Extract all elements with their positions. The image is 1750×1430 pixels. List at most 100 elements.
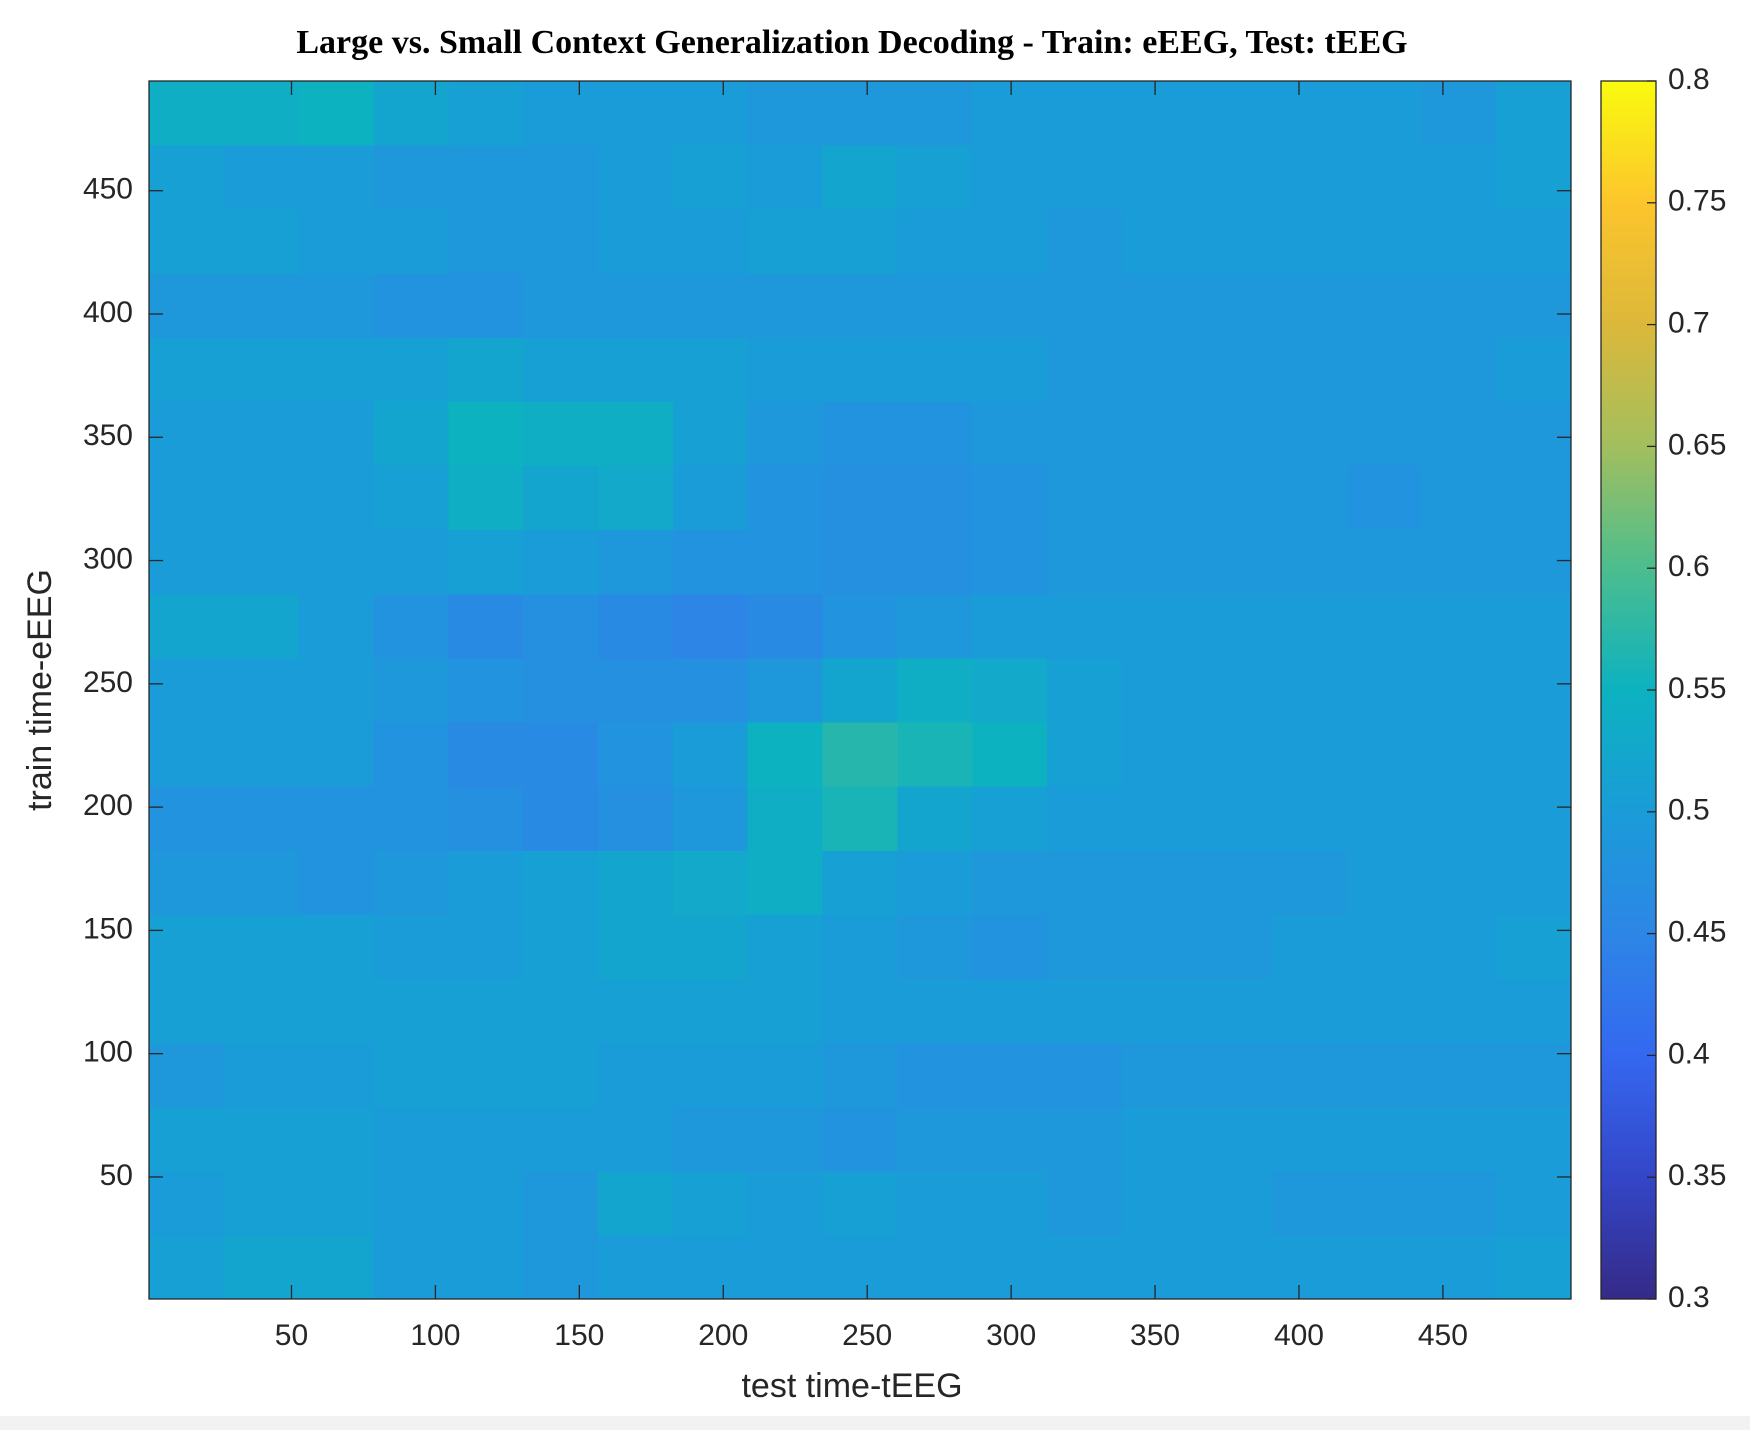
heatmap-cell — [598, 209, 674, 274]
heatmap-cell — [523, 401, 599, 467]
heatmap-cell — [1346, 1106, 1422, 1172]
heatmap-cell — [1121, 914, 1198, 979]
heatmap-cell — [1346, 401, 1422, 467]
heatmap-cell — [598, 914, 674, 979]
heatmap-cell — [897, 145, 973, 210]
heatmap-cell — [1496, 81, 1572, 146]
heatmap-cell — [223, 81, 300, 146]
heatmap-cell — [1271, 81, 1347, 146]
heatmap-cell — [1346, 1042, 1422, 1108]
heatmap-cell — [747, 978, 824, 1044]
heatmap-cell — [448, 593, 524, 659]
heatmap-cell — [1496, 465, 1572, 531]
heatmap-cell — [1196, 850, 1273, 915]
x-tick-label: 100 — [410, 1319, 460, 1352]
heatmap-cell — [373, 1106, 449, 1172]
heatmap-cell — [223, 1042, 300, 1108]
x-tick-label: 300 — [986, 1319, 1036, 1352]
heatmap-cell — [149, 337, 225, 403]
heatmap-cell — [1346, 1234, 1422, 1300]
heatmap-cell — [1271, 273, 1347, 338]
y-tick-label: 400 — [83, 296, 133, 329]
heatmap-cell — [598, 401, 674, 467]
heatmap-cell — [523, 529, 599, 595]
heatmap-cell — [448, 273, 524, 338]
colorbar-tick-label: 0.3 — [1668, 1281, 1710, 1314]
heatmap-cell — [1271, 337, 1347, 403]
heatmap-cell — [1196, 722, 1273, 787]
heatmap-cell — [897, 593, 973, 659]
colorbar-tick-label: 0.5 — [1668, 794, 1710, 827]
heatmap-cell — [1496, 209, 1572, 274]
heatmap-cell — [1346, 81, 1422, 146]
heatmap-cell — [523, 337, 599, 403]
heatmap-cell — [747, 1042, 824, 1108]
colorbar-tick-label: 0.55 — [1668, 672, 1726, 705]
heatmap-cell — [897, 273, 973, 338]
heatmap-cell — [1196, 593, 1273, 659]
heatmap-cell — [972, 850, 1048, 915]
heatmap-cell — [672, 209, 749, 274]
heatmap-cell — [747, 209, 824, 274]
heatmap-cell — [1121, 1234, 1198, 1300]
heatmap-cell — [223, 1170, 300, 1236]
heatmap-cell — [822, 914, 898, 979]
heatmap-cell — [298, 337, 375, 403]
heatmap-cell — [1196, 209, 1273, 274]
heatmap-cell — [1271, 593, 1347, 659]
heatmap-cell — [897, 1234, 973, 1300]
heatmap-cell — [1496, 1042, 1572, 1108]
heatmap-cell — [448, 850, 524, 915]
heatmap-cell — [1496, 1170, 1572, 1236]
heatmap-cell — [672, 401, 749, 467]
heatmap-cell — [149, 81, 225, 146]
heatmap-cell — [448, 465, 524, 531]
heatmap-cell — [523, 914, 599, 979]
heatmap-cell — [672, 1042, 749, 1108]
heatmap-cell — [448, 145, 524, 210]
heatmap-cell — [298, 657, 375, 723]
heatmap-cell — [822, 722, 898, 787]
heatmap-cell — [1421, 145, 1497, 210]
heatmap-cell — [298, 81, 375, 146]
heatmap-cell — [523, 850, 599, 915]
heatmap-cell — [1121, 465, 1198, 531]
heatmap-cell — [822, 786, 898, 851]
heatmap-cell — [1196, 273, 1273, 338]
heatmap-cell — [672, 593, 749, 659]
heatmap-cell — [373, 145, 449, 210]
colorbar-tick-label: 0.6 — [1668, 550, 1710, 583]
heatmap-cell — [897, 465, 973, 531]
heatmap-cell — [897, 337, 973, 403]
heatmap-cell — [972, 81, 1048, 146]
heatmap-cell — [822, 657, 898, 723]
heatmap-cell — [897, 1106, 973, 1172]
heatmap-cell — [1196, 465, 1273, 531]
axes: 50 100 150 200 250 300 350 400 450 50 100 150 200 250… — [83, 63, 1726, 1352]
heatmap-cell — [1271, 529, 1347, 595]
heatmap-cell — [223, 337, 300, 403]
heatmap-cell — [373, 1234, 449, 1300]
heatmap-cell — [897, 529, 973, 595]
heatmap-cell — [1421, 529, 1497, 595]
heatmap-cell — [1496, 978, 1572, 1044]
heatmap-cell — [672, 465, 749, 531]
colorbar-tick-label: 0.35 — [1668, 1159, 1726, 1192]
heatmap-cell — [972, 145, 1048, 210]
heatmap-cell — [822, 1106, 898, 1172]
heatmap-cell — [972, 1106, 1048, 1172]
heatmap-cell — [1047, 978, 1123, 1044]
heatmap-cell — [747, 145, 824, 210]
heatmap-cell — [373, 978, 449, 1044]
heatmap-cell — [1421, 273, 1497, 338]
heatmap-cell — [523, 786, 599, 851]
heatmap-cell — [1047, 914, 1123, 979]
heatmap-cell — [672, 1170, 749, 1236]
heatmap-cell — [1421, 978, 1497, 1044]
heatmap-cell — [223, 722, 300, 787]
heatmap-cell — [1196, 1234, 1273, 1300]
y-tick-label: 50 — [100, 1159, 133, 1192]
heatmap-cell — [223, 1234, 300, 1300]
heatmap-cell — [822, 978, 898, 1044]
heatmap-cell — [1047, 593, 1123, 659]
